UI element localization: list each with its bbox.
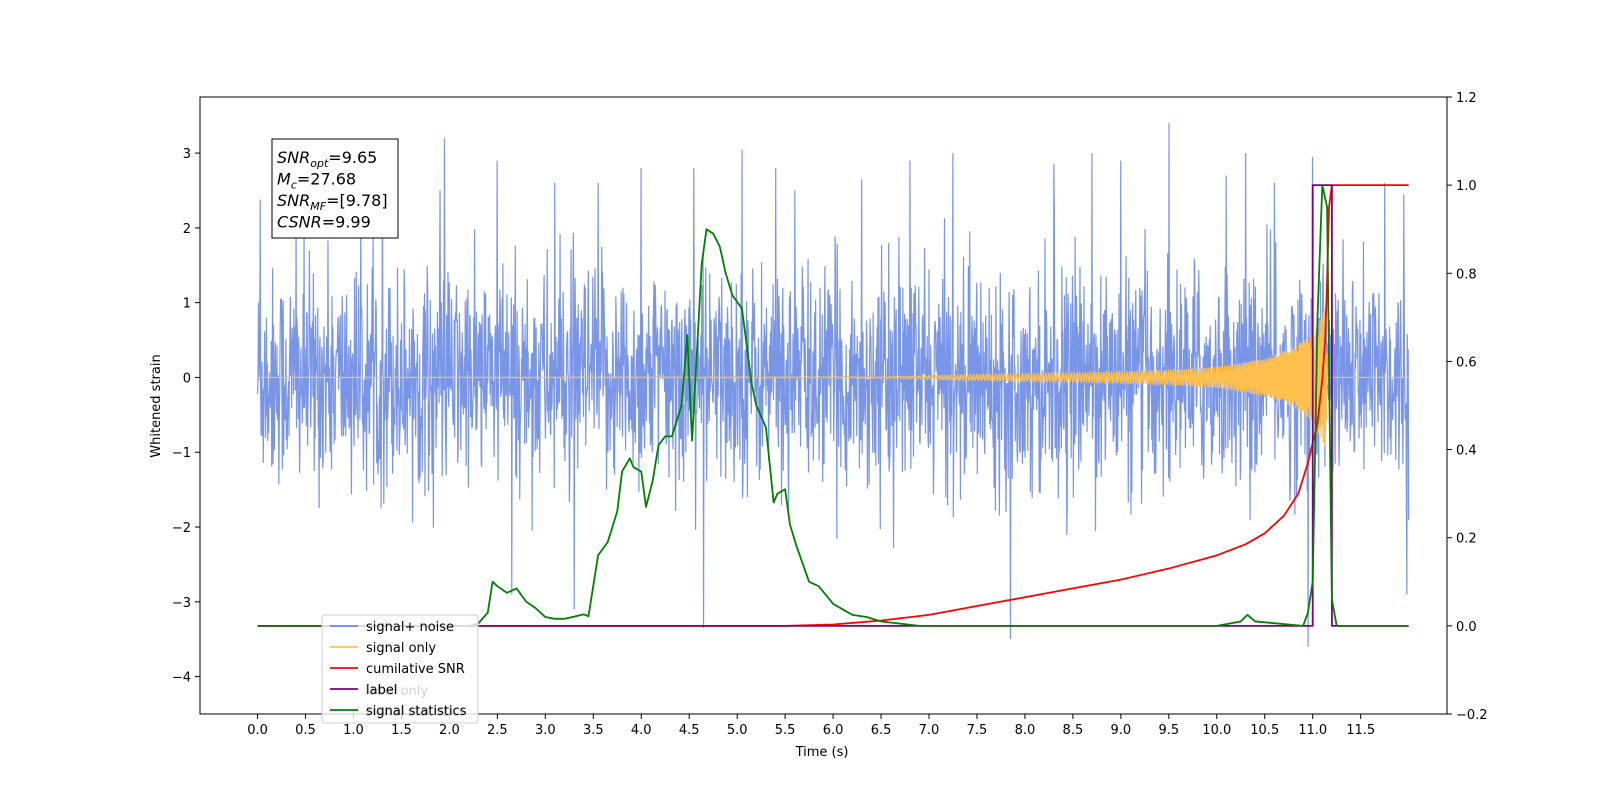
- y-left-tick-label: 0: [183, 371, 191, 386]
- x-tick-label: 10.0: [1202, 723, 1231, 738]
- y-left-tick-label: 2: [183, 222, 191, 237]
- y-left-tick-label: −3: [172, 596, 191, 611]
- annotation-line: CSNR=9.99: [277, 213, 371, 232]
- y-left-tick-label: −1: [172, 446, 191, 461]
- x-tick-label: 3.0: [535, 723, 556, 738]
- annotation-line: Mc=27.68: [277, 170, 356, 192]
- legend-label: signal statistics: [366, 704, 467, 719]
- y-axis-right: 1.2 1.0 0.8 0.6 0.4 0.2 0.0 −0.2: [1447, 91, 1488, 723]
- x-tick-label: 7.5: [967, 723, 988, 738]
- y-right-tick-label: 0.8: [1456, 267, 1477, 282]
- y-right-tick-label: 0.6: [1456, 355, 1477, 370]
- series-signal-statistics: [257, 184, 1409, 627]
- legend: label only signal statistics signal+ noise…: [321, 614, 479, 724]
- x-tick-label: 8.5: [1063, 723, 1084, 738]
- x-tick-label: 10.5: [1250, 723, 1279, 738]
- x-tick-label: 4.5: [679, 723, 700, 738]
- x-tick-label: 1.0: [343, 723, 364, 738]
- x-axis: 0.0 0.5 1.0 1.5 2.0 2.5 3.0 3.5 4.0 4.5 5.0 5.5 6.0 6…: [247, 714, 1375, 738]
- x-tick-label: 11.0: [1298, 723, 1327, 738]
- y-left-tick-label: 1: [183, 297, 191, 312]
- x-tick-label: 6.0: [823, 723, 844, 738]
- y-right-tick-label: 1.2: [1456, 91, 1477, 106]
- y-axis-left: 3 2 1 0 −1 −2 −3 −4: [172, 147, 200, 686]
- legend-label: signal+ noise: [366, 620, 454, 635]
- x-tick-label: 0.5: [295, 723, 316, 738]
- annotation-line: SNRopt=9.65: [277, 148, 377, 170]
- y-left-tick-label: 3: [183, 147, 191, 162]
- y-right-tick-label: 0.0: [1456, 620, 1477, 635]
- y-left-tick-label: −4: [172, 671, 191, 686]
- x-axis-label: Time (s): [795, 745, 849, 760]
- x-tick-label: 1.5: [391, 723, 412, 738]
- x-tick-label: 0.0: [247, 723, 268, 738]
- legend-background-text: label only: [365, 684, 428, 699]
- y-right-tick-label: 0.4: [1456, 444, 1477, 459]
- y-right-tick-label: 0.2: [1456, 532, 1477, 547]
- x-tick-label: 2.5: [487, 723, 508, 738]
- legend-background-text: signal statistics: [365, 705, 466, 720]
- legend-label: cumilative SNR: [366, 662, 465, 677]
- x-tick-label: 5.5: [775, 723, 796, 738]
- x-tick-label: 11.5: [1346, 723, 1375, 738]
- x-tick-label: 5.0: [727, 723, 748, 738]
- y-right-tick-label: −0.2: [1456, 708, 1488, 723]
- series-signal-only: [257, 307, 1409, 447]
- x-tick-label: 2.0: [439, 723, 460, 738]
- annotation-line: SNRMF=[9.78]: [277, 191, 388, 213]
- x-tick-label: 7.0: [919, 723, 940, 738]
- x-tick-label: 9.0: [1111, 723, 1132, 738]
- plot-frame: [199, 96, 1448, 715]
- x-tick-label: 6.5: [871, 723, 892, 738]
- y-axis-label: Whitened strain: [149, 354, 164, 457]
- legend-label: label: [366, 683, 397, 698]
- y-left-tick-label: −2: [172, 521, 191, 536]
- x-tick-label: 9.5: [1158, 723, 1179, 738]
- series-layer: [256, 123, 1410, 647]
- series-cumilative-snr: [257, 184, 1409, 627]
- legend-label: signal only: [366, 641, 436, 656]
- x-tick-label: 8.0: [1015, 723, 1036, 738]
- x-tick-label: 4.0: [631, 723, 652, 738]
- y-right-tick-label: 1.0: [1456, 179, 1477, 194]
- x-tick-label: 3.5: [583, 723, 604, 738]
